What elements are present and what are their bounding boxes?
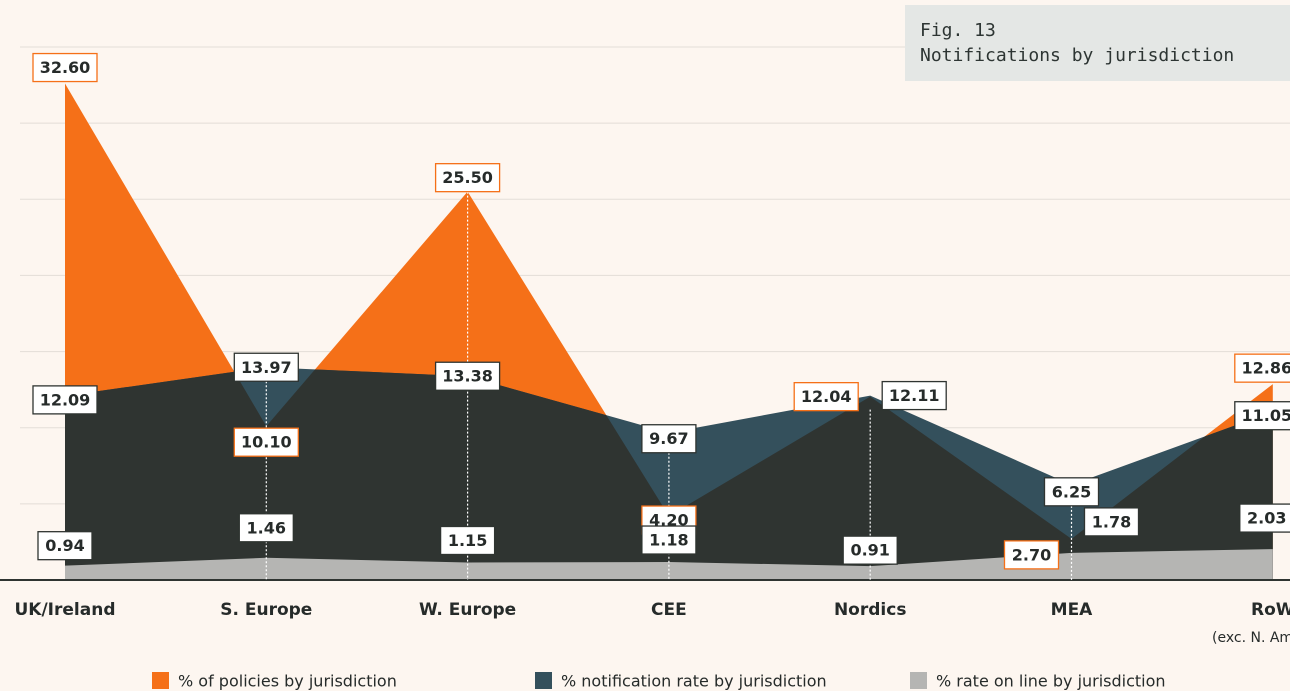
value-label: 32.60 (40, 58, 91, 77)
legend-swatch (910, 672, 927, 689)
category-note: (exc. N. America) (1212, 630, 1290, 646)
value-label-box (842, 535, 898, 565)
value-label-box (641, 525, 697, 555)
value-label: 0.94 (45, 536, 84, 555)
value-label-box (793, 381, 859, 412)
value-label-box (434, 163, 501, 193)
x-tick-label: CEE (651, 600, 687, 620)
value-label: 12.86 (1241, 359, 1290, 378)
chart-subtitle: Notifications by jurisdiction (920, 45, 1234, 66)
value-label: 10.10 (241, 433, 292, 452)
value-label: 12.04 (801, 387, 852, 406)
value-label-box (238, 513, 294, 543)
legend-label: % rate on line by jurisdiction (936, 672, 1166, 691)
value-label: 12.09 (40, 390, 91, 409)
value-label-box (1234, 353, 1290, 383)
value-label-box (32, 385, 98, 415)
value-label: 4.20 (649, 511, 688, 530)
value-label: 1.78 (1092, 512, 1131, 531)
value-label-box (434, 361, 501, 391)
value-label: 13.38 (442, 367, 493, 386)
value-label: 6.25 (1052, 482, 1091, 501)
legend-swatch (152, 672, 169, 689)
guides (265, 191, 1073, 580)
x-tick-label: Nordics (834, 600, 906, 620)
value-label-box (1003, 540, 1060, 570)
value-label-box (881, 380, 947, 411)
value-label-box (641, 424, 697, 454)
value-label: 13.97 (241, 358, 292, 377)
value-label-box (1083, 507, 1140, 537)
legend-label: % of policies by jurisdiction (178, 672, 397, 691)
area (65, 549, 1273, 580)
value-label: 11.05 (1241, 406, 1290, 425)
value-label-box (233, 352, 299, 382)
value-label-box (32, 52, 98, 83)
x-tick-label: MEA (1051, 600, 1094, 620)
value-label: 12.11 (889, 386, 940, 405)
value-label: 2.03 (1247, 509, 1286, 528)
legend-swatch (535, 672, 552, 689)
value-label-box (233, 427, 299, 457)
value-label: 1.18 (649, 531, 688, 550)
x-tick-label: UK/Ireland (15, 600, 116, 620)
value-label-box (37, 531, 93, 561)
value-label: 25.50 (442, 168, 493, 187)
labels: UK/Ireland S. Europe W. Europe CEE Nordics ME… (15, 52, 1290, 620)
chart-title: Fig. 13 (920, 20, 996, 41)
value-label-box (439, 525, 496, 556)
title-box (905, 5, 1290, 81)
value-label-box (1239, 503, 1290, 533)
x-tick-label: W. Europe (419, 600, 516, 620)
value-label: 1.46 (247, 518, 286, 537)
value-label: 0.91 (850, 541, 889, 560)
value-label-box (1234, 401, 1290, 431)
value-label-box (1043, 477, 1100, 507)
x-tick-label: RoW (1251, 600, 1290, 620)
value-label: 1.15 (448, 531, 487, 550)
value-label: 2.70 (1012, 545, 1051, 564)
legend-label: % notification rate by jurisdiction (561, 672, 827, 691)
x-tick-label: S. Europe (220, 600, 312, 620)
value-label: 9.67 (649, 429, 688, 448)
